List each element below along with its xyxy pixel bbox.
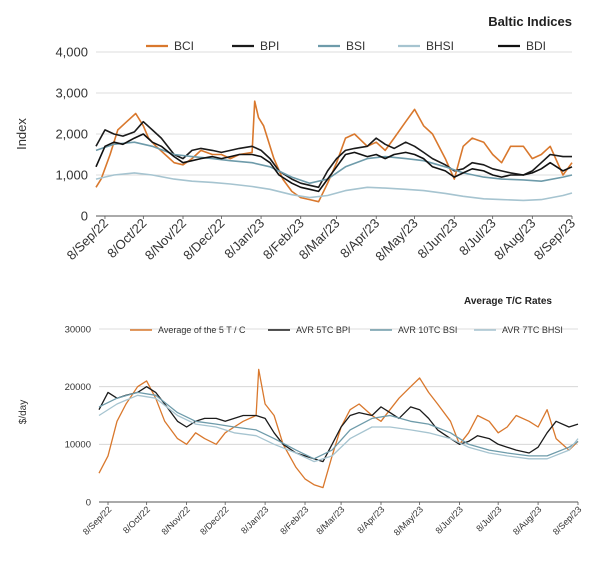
x-tick-label: 8/Jun/23 xyxy=(433,504,464,535)
series-line-avr-5tc-bpi xyxy=(98,386,579,463)
x-tick-label: 8/May/23 xyxy=(392,504,425,537)
chart-1-title: Baltic Indices xyxy=(488,14,572,29)
x-tick-label: 8/Apr/23 xyxy=(355,504,386,535)
y-tick-label: 4,000 xyxy=(55,45,88,60)
legend-label: BCI xyxy=(174,39,194,53)
x-tick-label: 8/Nov/22 xyxy=(159,504,192,537)
x-tick-label: 8/Oct/22 xyxy=(121,504,152,535)
series-line-avr-7tc-bhsi xyxy=(98,394,579,463)
y-tick-label: 10000 xyxy=(65,440,91,451)
x-tick-label: 8/Aug/23 xyxy=(491,216,538,263)
x-tick-label: 8/Dec/22 xyxy=(198,504,231,537)
y-tick-label: 2,000 xyxy=(55,127,88,142)
legend-label: AVR 7TC BHSI xyxy=(502,325,563,335)
x-tick-label: 8/Sep/22 xyxy=(81,504,114,537)
series-line-bdi xyxy=(95,133,573,193)
series-line-avr-10tc-bsi xyxy=(98,391,579,460)
x-tick-label: 8/Jul/23 xyxy=(474,504,503,533)
x-tick-label: 8/Sep/23 xyxy=(531,216,578,263)
y-tick-label: 0 xyxy=(86,497,91,508)
legend-label: BSI xyxy=(346,39,365,53)
series-line-bhsi xyxy=(95,172,573,202)
legend-label: BDI xyxy=(526,39,546,53)
series-line-bci xyxy=(95,100,573,203)
x-tick-label: 8/Jan/23 xyxy=(239,504,270,535)
baltic-indices-chart: 01,0002,0003,0004,000Index8/Sep/228/Oct/… xyxy=(14,39,578,264)
y-tick-label: 30000 xyxy=(65,324,91,335)
legend-label: BPI xyxy=(260,39,279,53)
series-line-bsi xyxy=(95,141,573,184)
legend-label: Average of the 5 T / C xyxy=(158,325,246,335)
y-tick-label: 1,000 xyxy=(55,168,88,183)
chart-2-title: Average T/C Rates xyxy=(464,296,552,307)
x-tick-label: 8/May/23 xyxy=(372,216,420,264)
x-tick-label: 8/Jan/23 xyxy=(221,216,267,262)
x-tick-label: 8/Nov/22 xyxy=(142,216,189,263)
y-tick-label: 20000 xyxy=(65,382,91,393)
x-tick-label: 8/Sep/23 xyxy=(551,504,584,537)
legend-label: BHSI xyxy=(426,39,454,53)
x-tick-label: 8/Mar/23 xyxy=(314,504,346,536)
legend-label: AVR 10TC BSI xyxy=(398,325,457,335)
y-tick-label: 3,000 xyxy=(55,86,88,101)
y-axis-label: Index xyxy=(14,118,29,150)
legend-label: AVR 5TC BPI xyxy=(296,325,350,335)
y-axis-label: $/day xyxy=(18,400,29,424)
x-tick-label: 8/Jun/23 xyxy=(415,216,461,262)
x-tick-label: 8/Feb/23 xyxy=(278,504,310,536)
series-line-average-of-the-5-t-c xyxy=(98,368,579,489)
y-tick-label: 0 xyxy=(81,209,88,224)
x-tick-label: 8/Dec/22 xyxy=(180,216,227,263)
x-tick-label: 8/Aug/23 xyxy=(511,504,544,537)
